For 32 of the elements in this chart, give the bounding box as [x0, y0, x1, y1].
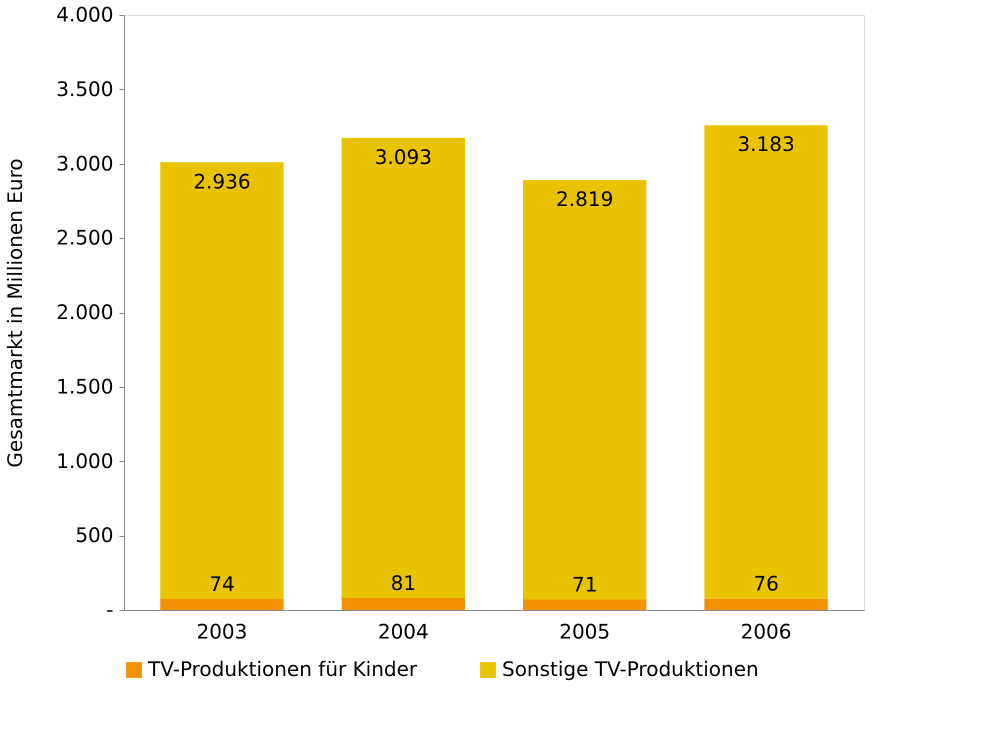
bar	[160, 162, 284, 599]
bar	[342, 598, 465, 610]
legend-label: TV-Produktionen für Kinder	[147, 657, 418, 681]
y-tick-label: 4.000	[56, 2, 114, 26]
bar	[160, 598, 284, 610]
data-label: 71	[572, 572, 598, 596]
x-tick-label: 2005	[559, 620, 610, 644]
data-label: 2.819	[556, 187, 614, 212]
y-tick-label: 500	[75, 523, 114, 548]
x-tick-label: 2003	[196, 620, 248, 644]
legend-label: Sonstige TV-Produktionen	[502, 657, 759, 681]
data-label: 2.936	[193, 169, 251, 194]
x-tick-label: 2004	[378, 620, 429, 644]
data-label: 81	[390, 570, 416, 595]
bar	[704, 598, 828, 610]
bar	[704, 125, 828, 599]
y-tick-label: 1.000	[56, 448, 114, 473]
bar	[342, 138, 465, 598]
y-axis-title: Gesamtmarkt in Millionen Euro	[3, 158, 28, 468]
y-tick-label: 2.000	[56, 300, 114, 324]
data-label: 3.183	[737, 132, 795, 156]
y-tick-label: 3.000	[56, 151, 114, 176]
x-tick-label: 2006	[740, 620, 792, 644]
bar	[523, 599, 646, 610]
y-tick-label: 2.500	[56, 226, 114, 250]
y-tick-label: 3.500	[56, 76, 114, 101]
data-label: 3.093	[374, 144, 432, 169]
y-tick-label: -	[106, 598, 114, 622]
y-tick-label: 1.500	[56, 374, 114, 398]
bar	[523, 180, 646, 600]
data-label: 74	[209, 572, 235, 596]
data-label: 76	[753, 572, 779, 596]
